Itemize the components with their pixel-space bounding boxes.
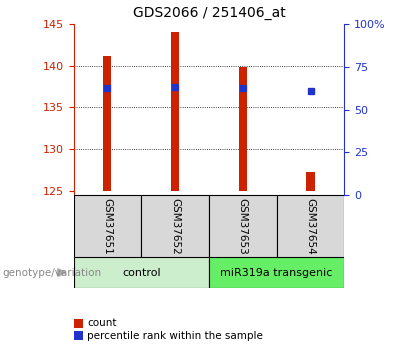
Bar	[171, 32, 179, 191]
Bar	[307, 172, 315, 191]
Text: GSM37653: GSM37653	[238, 198, 248, 254]
Bar	[74, 257, 209, 288]
Text: control: control	[122, 268, 160, 277]
Bar	[277, 195, 344, 257]
Bar	[141, 195, 209, 257]
Text: GSM37652: GSM37652	[170, 198, 180, 254]
Title: GDS2066 / 251406_at: GDS2066 / 251406_at	[133, 6, 285, 20]
Text: genotype/variation: genotype/variation	[2, 268, 101, 277]
Text: GSM37651: GSM37651	[102, 198, 113, 254]
Text: miR319a transgenic: miR319a transgenic	[220, 268, 333, 277]
Text: percentile rank within the sample: percentile rank within the sample	[87, 331, 263, 341]
Bar	[209, 257, 344, 288]
Bar	[103, 56, 111, 191]
Text: count: count	[87, 318, 116, 328]
Bar	[239, 68, 247, 191]
Bar	[74, 195, 141, 257]
Text: GSM37654: GSM37654	[305, 198, 315, 254]
Bar	[209, 195, 277, 257]
